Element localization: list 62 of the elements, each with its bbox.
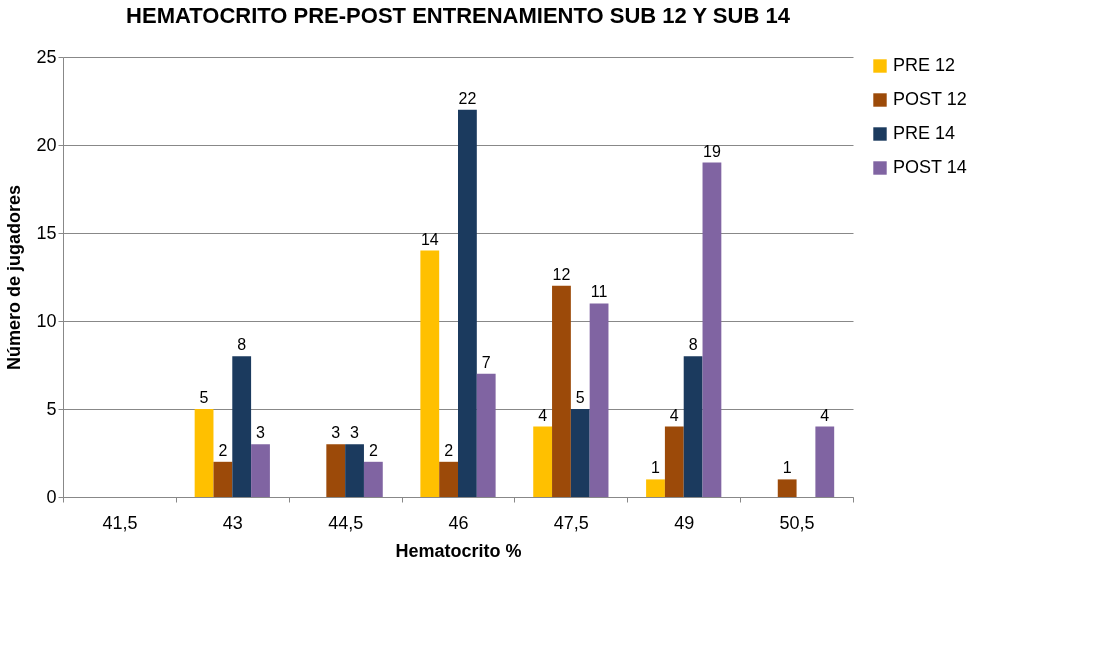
legend-label: PRE 14: [893, 123, 956, 143]
data-label: 8: [688, 336, 698, 354]
x-tick-label: 49: [674, 512, 695, 533]
x-tick-label: 43: [222, 512, 243, 533]
data-label: 1: [782, 459, 792, 477]
bar: [552, 285, 571, 497]
bar: [589, 303, 609, 497]
bar: [345, 444, 364, 497]
y-tick-label: 0: [46, 486, 57, 507]
bar: [420, 250, 440, 497]
chart-title: HEMATOCRITO PRE-POST ENTRENAMIENTO SUB 12 Y SUB 14: [126, 3, 791, 28]
legend-label: POST 14: [893, 157, 967, 177]
bar: [664, 426, 684, 497]
data-label: 14: [420, 230, 439, 248]
data-label: 1: [651, 459, 661, 477]
x-tick-label: 46: [448, 512, 469, 533]
y-tick-label: 25: [36, 46, 57, 67]
x-tick-label: 50,5: [779, 512, 815, 533]
y-axis-title: Número de jugadores: [4, 184, 25, 371]
data-label: 5: [575, 389, 585, 406]
bar: [251, 444, 270, 497]
data-label: 4: [538, 406, 548, 424]
data-label: 8: [237, 336, 247, 354]
bar: [683, 356, 703, 497]
bar: [363, 461, 383, 497]
data-label: 2: [368, 441, 378, 459]
bar: [213, 461, 233, 497]
data-label: 3: [331, 424, 341, 442]
x-axis-title: Hematocrito %: [395, 540, 522, 561]
legend-label: PRE 12: [893, 55, 956, 75]
y-tick-label: 15: [36, 222, 57, 243]
legend-label: POST 12: [893, 89, 967, 109]
bar: [326, 444, 346, 497]
bar: [194, 409, 214, 497]
bar: [232, 356, 252, 497]
data-label: 3: [350, 424, 360, 442]
data-label: 5: [199, 389, 209, 406]
data-label: 4: [820, 406, 830, 424]
bar: [533, 426, 553, 497]
bar: [458, 109, 477, 497]
bar: [476, 373, 496, 497]
bar: [702, 162, 722, 497]
bar: [439, 461, 458, 497]
x-tick-label: 47,5: [553, 512, 589, 533]
data-label: 2: [218, 441, 228, 459]
bar: [646, 479, 665, 497]
data-label: 11: [590, 283, 608, 301]
y-tick-label: 10: [36, 310, 57, 331]
y-tick-label: 5: [46, 398, 57, 419]
bar: [777, 479, 797, 497]
y-tick-label: 20: [36, 134, 57, 155]
data-label: 22: [458, 89, 477, 107]
x-tick-label: 41,5: [102, 512, 138, 533]
x-tick-label: 44,5: [328, 512, 364, 533]
data-label: 3: [256, 424, 266, 442]
data-label: 4: [669, 406, 679, 424]
data-label: 12: [552, 265, 571, 283]
data-label: 19: [703, 142, 721, 160]
data-label: 2: [444, 441, 454, 459]
bar: [815, 426, 835, 497]
bar: [570, 409, 590, 497]
data-label: 7: [481, 353, 491, 371]
